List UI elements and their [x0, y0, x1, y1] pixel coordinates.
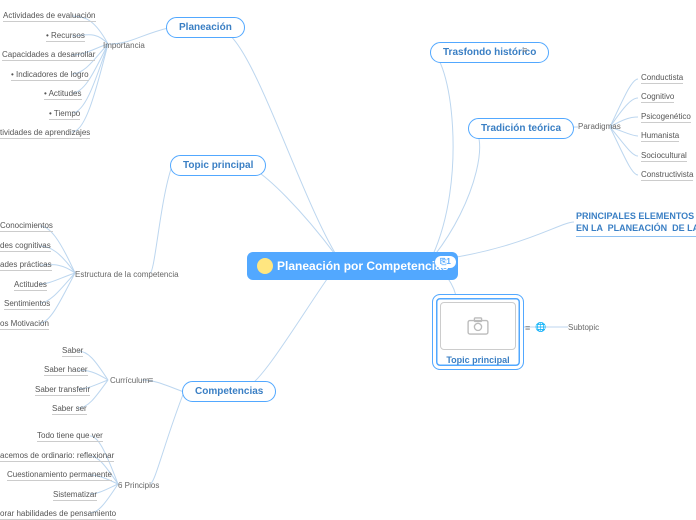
leaf-principio: Sistematizar [53, 490, 97, 501]
label-paradigmas: Paradigmas [578, 122, 621, 131]
link-badge[interactable]: ⎘1 [435, 256, 456, 268]
leaf-importancia: • Indicadores de logro [11, 70, 89, 81]
leaf-estructura: os Motivación [0, 319, 49, 330]
menu-icon[interactable]: ≡ [148, 375, 153, 385]
thumb-label: Topic principal [437, 353, 519, 365]
leaf-estructura: Actitudes [14, 280, 47, 291]
leaf-principio: Todo tiene que ver [37, 431, 103, 442]
node-topic-thumb[interactable]: Topic principal [432, 294, 524, 370]
leaf-curriculum: Saber hacer [44, 365, 88, 376]
leaf-paradigma: Conductista [641, 73, 683, 84]
leaf-importancia: Capacidades a desarrollar [2, 50, 95, 61]
label-principios: 6 Principios [118, 481, 159, 490]
leaf-importancia: • Recursos [46, 31, 85, 42]
menu-icon[interactable]: ≡ [525, 323, 530, 333]
leaf-principio: orar habilidades de pensamiento [0, 509, 116, 520]
leaf-paradigma: Sociocultural [641, 151, 687, 162]
leaf-curriculum: Saber ser [52, 404, 87, 415]
leaf-principio: Cuestionamiento permanente [7, 470, 112, 481]
label-curriculum: Currículum [110, 376, 149, 385]
leaf-estructura: ades prácticas [0, 260, 52, 271]
center-topic[interactable]: Planeación por Competencias [247, 252, 458, 280]
globe-icon[interactable]: 🌐 [535, 322, 546, 333]
leaf-paradigma: Constructivista [641, 170, 693, 181]
emoji-icon [257, 258, 273, 274]
menu-icon[interactable]: ≡ [522, 45, 527, 55]
label-subtopic: Subtopic [568, 323, 599, 332]
leaf-importancia: • Actitudes [44, 89, 82, 100]
leaf-curriculum: Saber [62, 346, 83, 357]
leaf-importancia: tividades de aprendizajes [0, 128, 90, 139]
leaf-importancia: Actividades de evaluación [3, 11, 96, 22]
leaf-principio: acemos de ordinario: reflexionar [0, 451, 114, 462]
leaf-estructura: des cognitivas [0, 241, 51, 252]
leaf-paradigma: Humanista [641, 131, 679, 142]
node-topic-principal[interactable]: Topic principal [170, 155, 266, 176]
leaf-paradigma: Psicogenético [641, 112, 691, 123]
center-label: Planeación por Competencias [277, 259, 448, 273]
node-trasfondo[interactable]: Trasfondo histórico [430, 42, 549, 63]
image-placeholder-icon [440, 302, 516, 350]
label-estructura: Estructura de la competencia [75, 270, 179, 279]
node-planeacion[interactable]: Planeación [166, 17, 245, 38]
leaf-curriculum: Saber transferir [35, 385, 90, 396]
leaf-estructura: Sentimientos [4, 299, 50, 310]
leaf-estructura: Conocimientos [0, 221, 53, 232]
leaf-paradigma: Cognitivo [641, 92, 674, 103]
label-importancia: Importancia [103, 41, 145, 50]
node-tradicion[interactable]: Tradición teórica [468, 118, 574, 139]
node-competencias[interactable]: Competencias [182, 381, 276, 402]
node-principales[interactable]: PRINCIPALES ELEMENTOS A C EN LA PLANEACI… [576, 211, 696, 237]
leaf-importancia: • Tiempo [49, 109, 80, 120]
